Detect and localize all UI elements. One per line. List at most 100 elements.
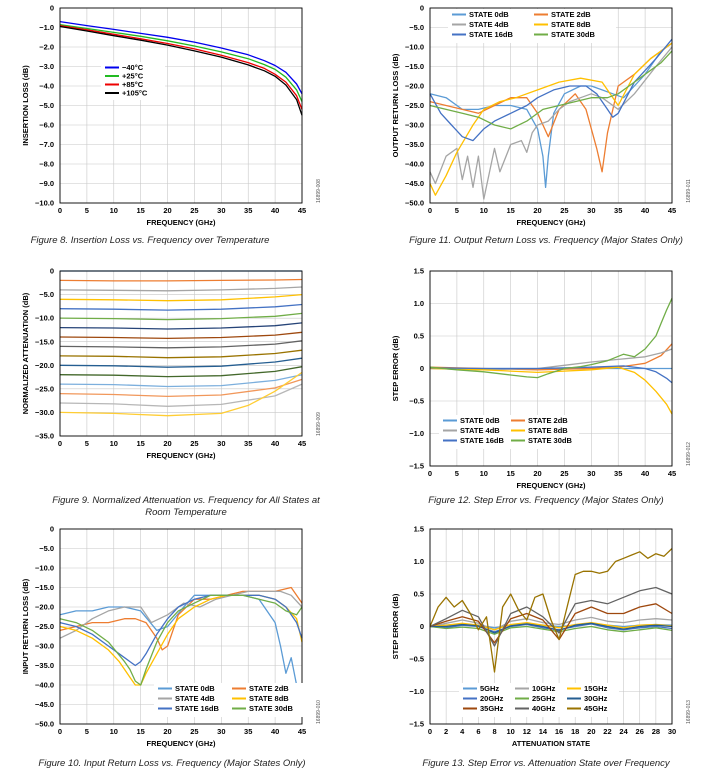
y-tick-label: −40.0 bbox=[405, 160, 424, 169]
x-axis-label: FREQUENCY (GHz) bbox=[146, 451, 216, 460]
series-line-6 bbox=[59, 594, 303, 686]
x-axis-label: FREQUENCY (GHz) bbox=[516, 218, 586, 227]
series-line-3 bbox=[429, 621, 673, 631]
legend-label: 5GHz bbox=[480, 684, 499, 693]
x-tick-label: 40 bbox=[271, 439, 279, 448]
x-tick-label: 10 bbox=[110, 439, 118, 448]
legend-label: STATE 8dB bbox=[551, 20, 591, 29]
x-tick-label: 5 bbox=[455, 206, 459, 215]
y-axis-label: STEP ERROR (dB) bbox=[391, 335, 400, 401]
series-line-3 bbox=[59, 24, 303, 110]
x-axis-label: FREQUENCY (GHz) bbox=[146, 739, 216, 748]
legend-label: +25°C bbox=[122, 72, 144, 81]
legend-label: STATE 4dB bbox=[460, 426, 500, 435]
y-tick-label: −35.0 bbox=[405, 140, 424, 149]
figure-code: 16899-011 bbox=[686, 179, 692, 203]
series-line-2 bbox=[59, 23, 303, 102]
x-tick-label: 10 bbox=[110, 206, 118, 215]
series-line-3 bbox=[59, 590, 303, 639]
x-tick-label: 5 bbox=[85, 206, 89, 215]
y-tick-label: −30.0 bbox=[35, 642, 54, 651]
series-line-11 bbox=[59, 357, 303, 368]
series-line-12 bbox=[59, 366, 303, 378]
y-axis-label: OUTPUT RETURN LOSS (dB) bbox=[391, 53, 400, 157]
x-tick-label: 35 bbox=[244, 206, 252, 215]
y-tick-label: 0 bbox=[50, 4, 54, 13]
x-tick-label: 20 bbox=[163, 727, 171, 736]
figure-caption-line-2: Room Temperature bbox=[145, 507, 227, 518]
legend-label: 10GHz bbox=[532, 684, 556, 693]
y-tick-label: −1.5 bbox=[409, 720, 424, 729]
x-tick-label: 26 bbox=[636, 727, 644, 736]
legend-background bbox=[459, 683, 619, 717]
y-tick-label: 1.0 bbox=[414, 299, 424, 308]
plot-frame bbox=[59, 270, 303, 437]
x-tick-label: 8 bbox=[492, 727, 496, 736]
legend-label: STATE 16dB bbox=[175, 704, 219, 713]
legend-label: +85°C bbox=[122, 80, 144, 89]
series-line-2 bbox=[59, 278, 303, 282]
y-tick-label: −25.0 bbox=[405, 101, 424, 110]
y-tick-label: 1.5 bbox=[414, 267, 424, 276]
x-tick-label: 10 bbox=[506, 727, 514, 736]
y-tick-label: −8.0 bbox=[39, 160, 54, 169]
series-line-8 bbox=[429, 586, 673, 647]
x-tick-label: 15 bbox=[136, 206, 144, 215]
x-tick-label: 25 bbox=[560, 469, 568, 478]
x-tick-label: 25 bbox=[190, 727, 198, 736]
y-tick-label: −15.0 bbox=[35, 583, 54, 592]
series-line-7 bbox=[429, 603, 673, 644]
x-tick-label: 20 bbox=[163, 439, 171, 448]
series-line-4 bbox=[59, 293, 303, 302]
x-tick-label: 30 bbox=[217, 206, 225, 215]
y-tick-label: −5.0 bbox=[39, 544, 54, 553]
series-line-4 bbox=[429, 42, 673, 196]
legend-label: STATE 8dB bbox=[249, 694, 289, 703]
x-axis-label: FREQUENCY (GHz) bbox=[516, 481, 586, 490]
series-line-5 bbox=[59, 303, 303, 311]
legend-label: STATE 30dB bbox=[528, 436, 572, 445]
series-line-1 bbox=[429, 42, 673, 189]
y-tick-label: −35.0 bbox=[35, 661, 54, 670]
x-tick-label: 35 bbox=[614, 206, 622, 215]
y-tick-label: 0 bbox=[420, 4, 424, 13]
legend-label: STATE 2dB bbox=[528, 416, 568, 425]
chart-5: 0 5 10 15 20 25 30 35 40 45 0 −5.0 −10.0 −15.0 −20.0 −2… bbox=[21, 525, 322, 769]
x-tick-label: 15 bbox=[506, 206, 514, 215]
chart-6: 0 2 4 6 8 10 12 14 16 18 20 22 24 26 28 301.51.00.50−0.… bbox=[391, 525, 692, 769]
x-tick-label: 15 bbox=[136, 439, 144, 448]
y-tick-label: −10.0 bbox=[35, 199, 54, 208]
legend-label: 45GHz bbox=[584, 704, 608, 713]
y-tick-label: −10.0 bbox=[405, 43, 424, 52]
x-tick-label: 12 bbox=[523, 727, 531, 736]
x-tick-label: 30 bbox=[587, 469, 595, 478]
y-tick-label: 1.5 bbox=[414, 525, 424, 534]
x-tick-label: 24 bbox=[619, 727, 628, 736]
x-tick-label: 2 bbox=[444, 727, 448, 736]
y-tick-label: −0.5 bbox=[409, 655, 424, 664]
figure-caption: Figure 11. Output Return Loss vs. Freque… bbox=[409, 235, 683, 246]
legend-label: STATE 4dB bbox=[175, 694, 215, 703]
chart-1: 0 5 10 15 20 25 30 35 40 45 0 −1.0 −2.0 −3.0 −4.0 −5.0 −… bbox=[21, 4, 322, 246]
series-line-9 bbox=[429, 548, 673, 673]
chart-3: 0 5 10 15 20 25 30 35 40 45 0 −5.0 −10.0 −15.0 −20.0 −2… bbox=[21, 267, 322, 518]
series-line-14 bbox=[59, 378, 303, 398]
legend-label: 40GHz bbox=[532, 704, 556, 713]
x-tick-label: 0 bbox=[428, 727, 432, 736]
x-tick-label: 45 bbox=[298, 206, 306, 215]
x-tick-label: 30 bbox=[668, 727, 676, 736]
y-tick-label: 0 bbox=[420, 364, 424, 373]
plot-frame bbox=[429, 7, 673, 204]
series-line-10 bbox=[59, 349, 303, 359]
x-tick-label: 20 bbox=[533, 469, 541, 478]
x-tick-label: 40 bbox=[641, 206, 649, 215]
series-line-5 bbox=[429, 365, 673, 384]
y-tick-label: −0.5 bbox=[409, 397, 424, 406]
x-tick-label: 45 bbox=[668, 469, 676, 478]
y-tick-label: −15.0 bbox=[35, 337, 54, 346]
y-tick-label: −10.0 bbox=[35, 314, 54, 323]
legend-label: 15GHz bbox=[584, 684, 608, 693]
figure-caption: Figure 9. Normalized Attenuation vs. Fre… bbox=[52, 495, 320, 506]
